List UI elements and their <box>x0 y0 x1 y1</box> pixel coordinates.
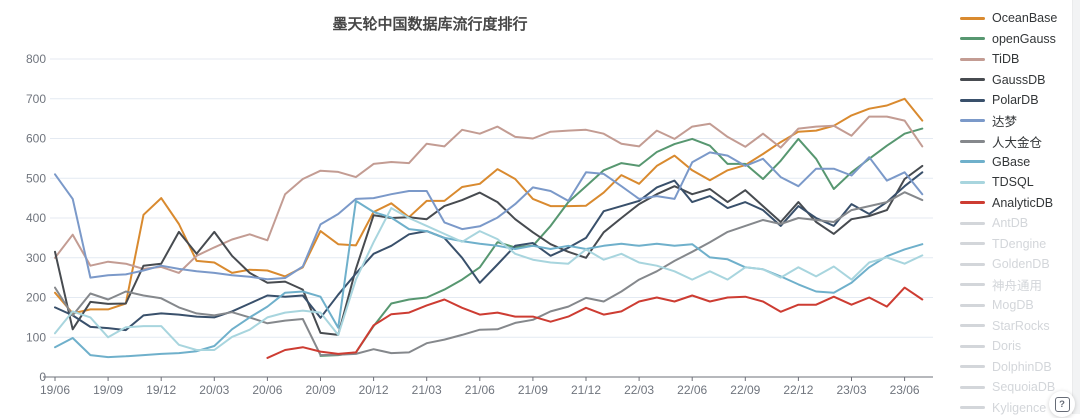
y-axis-label: 500 <box>26 171 46 185</box>
y-axis-label: 800 <box>26 52 46 66</box>
legend-item-TDSQL[interactable]: TDSQL <box>960 172 1078 193</box>
x-axis-label: 21/09 <box>518 383 548 397</box>
legend-label: SequoiaDB <box>992 380 1055 394</box>
legend-swatch-人大金仓 <box>960 140 985 143</box>
series-line-AnalyticDB <box>267 288 922 358</box>
y-axis-label: 700 <box>26 92 46 106</box>
legend-item-神舟通用[interactable]: 神舟通用 <box>960 275 1078 296</box>
legend-swatch-openGauss <box>960 37 985 40</box>
legend-item-StarRocks[interactable]: StarRocks <box>960 316 1078 337</box>
legend-item-达梦[interactable]: 达梦 <box>960 111 1078 132</box>
legend: OceanBase openGauss TiDB GaussDB PolarDB 达梦人大… <box>960 8 1078 418</box>
legend-item-PolarDB[interactable]: PolarDB <box>960 90 1078 111</box>
legend-item-人大金仓[interactable]: 人大金仓 <box>960 131 1078 152</box>
legend-label: OceanBase <box>992 11 1057 25</box>
legend-item-OceanBase[interactable]: OceanBase <box>960 8 1078 29</box>
legend-label: 达梦 <box>992 111 1017 130</box>
legend-swatch-PolarDB <box>960 99 985 102</box>
x-axis-label: 23/03 <box>836 383 866 397</box>
legend-item-TDengine[interactable]: TDengine <box>960 234 1078 255</box>
legend-item-DolphinDB[interactable]: DolphinDB <box>960 357 1078 378</box>
x-axis-label: 22/06 <box>677 383 707 397</box>
x-axis-label: 22/03 <box>624 383 654 397</box>
legend-swatch-神舟通用 <box>960 283 985 286</box>
legend-label: GBase <box>992 155 1030 169</box>
legend-swatch-StarRocks <box>960 324 985 327</box>
legend-swatch-TiDB <box>960 58 985 61</box>
x-axis-label: 19/06 <box>40 383 70 397</box>
x-axis-label: 22/09 <box>730 383 760 397</box>
y-axis-label: 400 <box>26 211 46 225</box>
legend-label: TDSQL <box>992 175 1034 189</box>
legend-item-GBase[interactable]: GBase <box>960 152 1078 173</box>
scrollbar-track[interactable] <box>1072 0 1080 414</box>
legend-label: DolphinDB <box>992 360 1052 374</box>
x-axis-label: 20/03 <box>199 383 229 397</box>
series-line-GBase <box>55 201 922 357</box>
x-axis-label: 23/06 <box>890 383 920 397</box>
series-line-openGauss <box>321 129 923 356</box>
x-axis-label: 19/09 <box>93 383 123 397</box>
legend-swatch-TDengine <box>960 242 985 245</box>
y-axis-label: 200 <box>26 291 46 305</box>
legend-label: TDengine <box>992 237 1046 251</box>
legend-label: MogDB <box>992 298 1034 312</box>
legend-swatch-MogDB <box>960 304 985 307</box>
legend-label: GoldenDB <box>992 257 1050 271</box>
legend-item-openGauss[interactable]: openGauss <box>960 29 1078 50</box>
help-icon[interactable]: ? <box>1049 391 1075 417</box>
legend-label: 人大金仓 <box>992 132 1042 151</box>
legend-label: AntDB <box>992 216 1028 230</box>
legend-swatch-OceanBase <box>960 17 985 20</box>
series-line-达梦 <box>55 152 922 279</box>
series-line-TiDB <box>55 117 922 273</box>
legend-item-Doris[interactable]: Doris <box>960 336 1078 357</box>
legend-swatch-AnalyticDB <box>960 201 985 204</box>
legend-swatch-Doris <box>960 345 985 348</box>
x-axis-label: 20/06 <box>252 383 282 397</box>
x-axis-label: 21/06 <box>465 383 495 397</box>
x-axis-label: 22/12 <box>783 383 813 397</box>
legend-label: TiDB <box>992 52 1019 66</box>
legend-label: StarRocks <box>992 319 1050 333</box>
y-axis-label: 300 <box>26 251 46 265</box>
x-axis-label: 21/12 <box>571 383 601 397</box>
help-question-glyph: ? <box>1055 397 1070 412</box>
x-axis-label: 21/03 <box>412 383 442 397</box>
y-axis-label: 600 <box>26 132 46 146</box>
legend-item-GaussDB[interactable]: GaussDB <box>960 70 1078 91</box>
legend-item-GoldenDB[interactable]: GoldenDB <box>960 254 1078 275</box>
legend-swatch-SequoiaDB <box>960 386 985 389</box>
legend-item-AnalyticDB[interactable]: AnalyticDB <box>960 193 1078 214</box>
x-axis-label: 19/12 <box>146 383 176 397</box>
legend-label: GaussDB <box>992 73 1046 87</box>
legend-swatch-Kyligence <box>960 406 985 409</box>
legend-label: AnalyticDB <box>992 196 1053 210</box>
x-axis-label: 20/09 <box>305 383 335 397</box>
legend-swatch-GBase <box>960 160 985 163</box>
y-axis-label: 100 <box>26 330 46 344</box>
x-axis-label: 20/12 <box>359 383 389 397</box>
legend-label: Kyligence <box>992 401 1046 415</box>
legend-swatch-AntDB <box>960 222 985 225</box>
legend-item-MogDB[interactable]: MogDB <box>960 295 1078 316</box>
legend-swatch-达梦 <box>960 119 985 122</box>
legend-label: Doris <box>992 339 1021 353</box>
legend-label: PolarDB <box>992 93 1039 107</box>
legend-swatch-GaussDB <box>960 78 985 81</box>
legend-label: openGauss <box>992 32 1056 46</box>
legend-label: 神舟通用 <box>992 275 1042 294</box>
legend-swatch-DolphinDB <box>960 365 985 368</box>
legend-item-TiDB[interactable]: TiDB <box>960 49 1078 70</box>
legend-swatch-GoldenDB <box>960 263 985 266</box>
legend-swatch-TDSQL <box>960 181 985 184</box>
legend-item-AntDB[interactable]: AntDB <box>960 213 1078 234</box>
